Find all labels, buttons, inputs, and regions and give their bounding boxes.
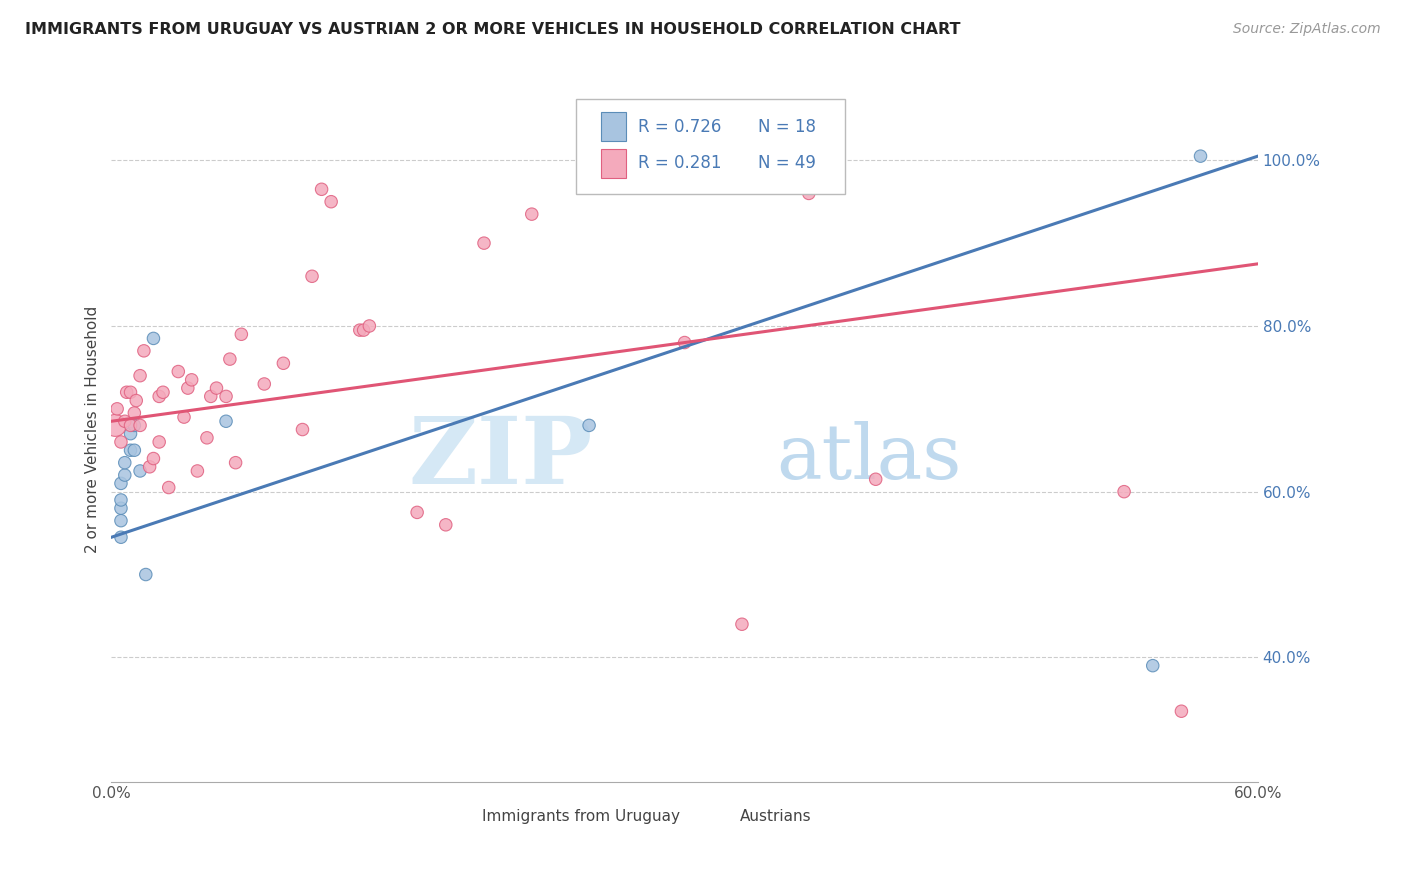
Point [110,530,132,544]
Point [110,434,132,449]
Point [110,492,132,507]
Point [157,481,180,495]
Point [359,318,381,333]
Point [180,373,202,387]
Point [673,335,696,350]
Point [253,376,276,391]
Point [195,431,218,445]
Point [434,517,457,532]
Point [273,356,295,370]
Point [520,207,543,221]
Point [148,389,170,403]
Point [311,182,333,196]
Point [231,327,253,342]
Point [215,414,238,428]
Text: Immigrants from Uruguay: Immigrants from Uruguay [482,809,679,824]
Point [148,434,170,449]
Point [142,451,165,466]
Point [129,368,152,383]
Text: atlas: atlas [776,421,962,495]
Point [152,385,174,400]
Text: N = 18: N = 18 [758,118,815,136]
Point [731,617,754,632]
Point [349,323,371,337]
Point [291,423,314,437]
Point [321,194,343,209]
Point [215,389,238,403]
Point [1112,484,1135,499]
Point [124,418,146,433]
Point [115,385,138,400]
Point [125,393,148,408]
Point [578,418,600,433]
Point [105,401,128,416]
Point [110,476,132,491]
Point [135,567,157,582]
Point [797,186,820,201]
Point [173,410,195,425]
Point [1142,658,1164,673]
Bar [600,112,626,141]
Point [120,418,142,433]
Text: Source: ZipAtlas.com: Source: ZipAtlas.com [1233,22,1381,37]
Text: IMMIGRANTS FROM URUGUAY VS AUSTRIAN 2 OR MORE VEHICLES IN HOUSEHOLD CORRELATION : IMMIGRANTS FROM URUGUAY VS AUSTRIAN 2 OR… [25,22,960,37]
FancyBboxPatch shape [575,98,845,194]
Point [114,456,136,470]
Bar [707,806,728,828]
Point [205,381,228,395]
Text: ZIP: ZIP [409,413,593,503]
Y-axis label: 2 or more Vehicles in Household: 2 or more Vehicles in Household [86,306,100,553]
Point [186,464,208,478]
Point [120,385,142,400]
Point [110,514,132,528]
Point [138,459,160,474]
Bar [600,149,626,178]
Point [114,468,136,483]
Point [353,323,375,337]
Point [104,418,127,433]
Point [200,389,222,403]
Text: R = 0.726: R = 0.726 [638,118,721,136]
Point [1170,704,1192,718]
Point [114,414,136,428]
Point [177,381,200,395]
Point [167,365,190,379]
Point [129,418,152,433]
Point [406,505,429,519]
Point [225,456,247,470]
Point [120,443,142,458]
Point [129,464,152,478]
Point [132,343,155,358]
Point [472,236,495,251]
Point [1189,149,1212,163]
Point [142,331,165,345]
Point [120,426,142,441]
Point [218,352,240,367]
Point [110,501,132,516]
Text: N = 49: N = 49 [758,154,815,172]
Text: Austrians: Austrians [740,809,811,824]
Point [865,472,887,486]
Point [301,269,323,284]
Text: R = 0.281: R = 0.281 [638,154,721,172]
Point [124,443,146,458]
Bar [450,806,470,828]
Point [124,406,146,420]
